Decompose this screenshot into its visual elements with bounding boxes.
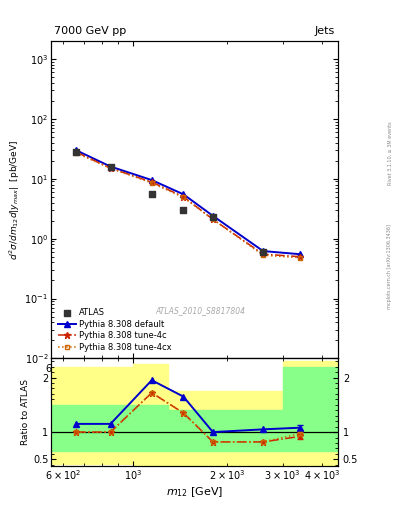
Pythia 8.308 default <box>211 213 215 219</box>
ATLAS <box>73 148 79 156</box>
Pythia 8.308 tune-4cx <box>298 254 302 261</box>
Text: ATLAS_2010_S8817804: ATLAS_2010_S8817804 <box>155 306 245 315</box>
Pythia 8.308 default <box>298 251 302 257</box>
X-axis label: $m_{12}$ [GeV]: $m_{12}$ [GeV] <box>166 485 223 499</box>
Line: Pythia 8.308 default: Pythia 8.308 default <box>73 147 303 257</box>
Legend: ATLAS, Pythia 8.308 default, Pythia 8.308 tune-4c, Pythia 8.308 tune-4cx: ATLAS, Pythia 8.308 default, Pythia 8.30… <box>55 306 174 354</box>
Pythia 8.308 tune-4cx <box>211 216 215 222</box>
Text: Jets: Jets <box>315 26 335 36</box>
ATLAS <box>260 248 266 256</box>
Text: mcplots.cern.ch [arXiv:1306.3436]: mcplots.cern.ch [arXiv:1306.3436] <box>387 224 392 309</box>
Pythia 8.308 tune-4cx <box>261 252 265 258</box>
Line: Pythia 8.308 tune-4cx: Pythia 8.308 tune-4cx <box>73 151 302 260</box>
Pythia 8.308 tune-4c <box>181 194 186 200</box>
Pythia 8.308 default <box>108 163 113 169</box>
ATLAS <box>180 206 187 214</box>
Pythia 8.308 default <box>149 177 154 183</box>
ATLAS <box>149 190 155 198</box>
Line: Pythia 8.308 tune-4c: Pythia 8.308 tune-4c <box>72 148 303 260</box>
Pythia 8.308 tune-4cx <box>181 194 186 200</box>
Y-axis label: Ratio to ATLAS: Ratio to ATLAS <box>21 379 30 445</box>
Pythia 8.308 default <box>261 248 265 254</box>
Pythia 8.308 tune-4c <box>298 253 302 260</box>
Y-axis label: $d^2\sigma/dm_{12}d|y_{max}|$  [pb/GeV]: $d^2\sigma/dm_{12}d|y_{max}|$ [pb/GeV] <box>7 140 22 260</box>
Text: 7000 GeV pp: 7000 GeV pp <box>54 26 126 36</box>
Pythia 8.308 default <box>73 147 78 153</box>
Text: Rivet 3.1.10, ≥ 3M events: Rivet 3.1.10, ≥ 3M events <box>387 122 392 185</box>
Pythia 8.308 tune-4cx <box>73 150 78 156</box>
ATLAS <box>210 213 216 221</box>
ATLAS <box>107 162 114 170</box>
Pythia 8.308 tune-4cx <box>108 165 113 172</box>
Pythia 8.308 tune-4c <box>108 165 113 172</box>
Pythia 8.308 tune-4c <box>149 179 154 185</box>
Pythia 8.308 default <box>181 191 186 197</box>
Pythia 8.308 tune-4cx <box>149 180 154 186</box>
Pythia 8.308 tune-4c <box>73 149 78 155</box>
Pythia 8.308 tune-4c <box>261 251 265 257</box>
Pythia 8.308 tune-4c <box>211 216 215 222</box>
